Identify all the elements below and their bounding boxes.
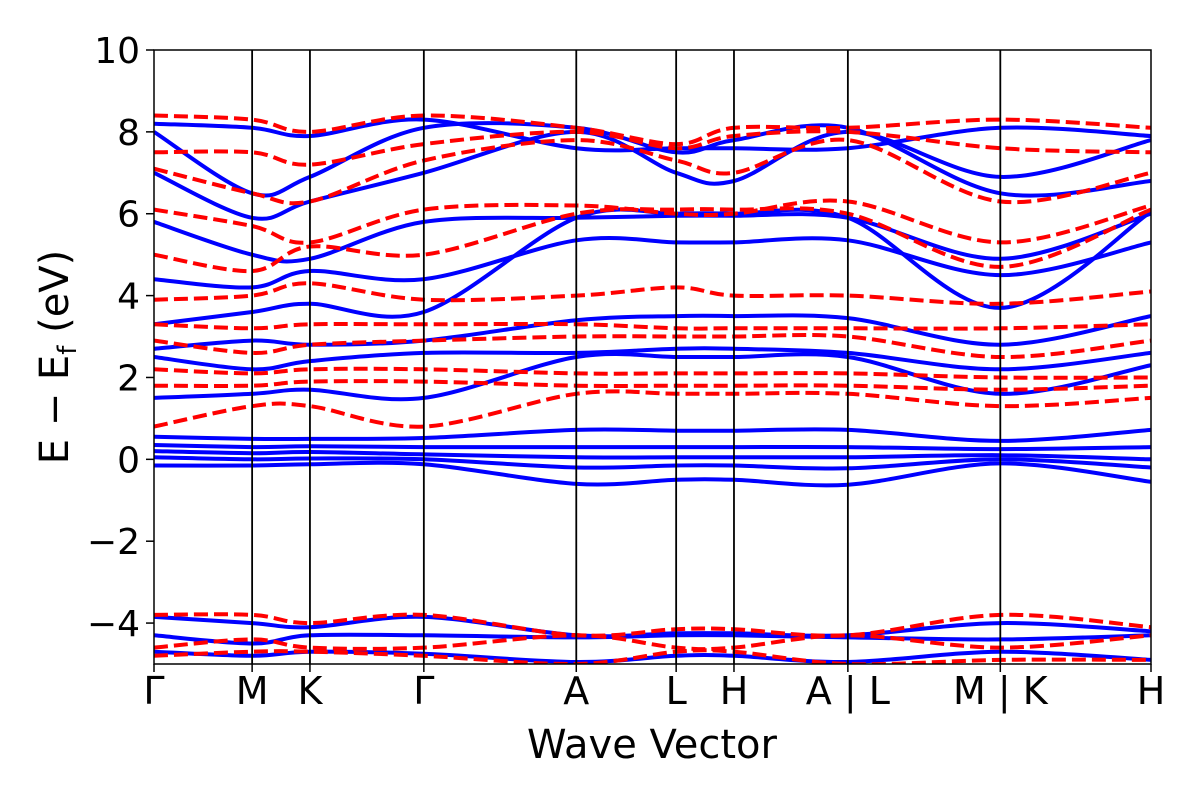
y-tick-label-4: 4 [117, 277, 140, 318]
high-symmetry-lines [251, 50, 1002, 664]
dashed-band-22 [154, 281, 1151, 306]
solid-band-1 [154, 455, 1151, 471]
dashed-band-24 [154, 198, 1151, 245]
x-axis-title: Wave Vector [527, 722, 778, 768]
dashed-band-21 [154, 321, 1151, 331]
y-axis-ticks: −4 −2 0 2 4 6 8 10 [87, 31, 154, 645]
y-tick-label-1: −2 [87, 522, 140, 563]
y-axis-title-main: E − E [32, 355, 78, 465]
x-tick-label-1: M [236, 669, 269, 713]
solid-band-3 [154, 443, 1151, 452]
solid-band-9 [154, 235, 1151, 290]
y-axis-title: E − Ef (eV) [32, 250, 83, 465]
x-tick-label-7: A | L [806, 669, 890, 714]
dashed-band-23 [154, 206, 1151, 274]
dashed-band-19 [154, 366, 1151, 380]
y-axis-title-unit: (eV) [32, 250, 78, 346]
solid-band-4 [154, 427, 1151, 443]
solid-band-2 [154, 449, 1151, 462]
x-tick-label-3: Γ [413, 669, 434, 713]
series-layer [154, 113, 1151, 664]
y-tick-label-3: 2 [117, 358, 140, 399]
dashed-band-27 [154, 113, 1151, 147]
solid-band-11 [154, 129, 1151, 221]
dashed-band-28 [154, 612, 1151, 638]
dashed-band-29 [154, 633, 1151, 652]
dashed-band-17 [154, 389, 1151, 429]
y-tick-label-7: 10 [94, 31, 140, 72]
y-tick-label-2: 0 [117, 440, 140, 481]
dashed-band-25 [154, 137, 1151, 206]
y-tick-label-5: 6 [117, 195, 140, 236]
dashed-band-20 [154, 332, 1151, 360]
dashed-band-26 [154, 129, 1151, 167]
solid-band-6 [154, 346, 1151, 372]
x-tick-label-5: L [666, 669, 687, 713]
x-tick-label-4: A [563, 669, 589, 713]
x-tick-label-0: Γ [143, 669, 164, 713]
dashed-band-30 [154, 648, 1151, 664]
solid-band-15 [154, 632, 1151, 646]
x-tick-label-9: H [1137, 669, 1166, 713]
dashed-band-18 [154, 379, 1151, 392]
solid-band-0 [154, 460, 1151, 488]
x-tick-label-2: K [297, 669, 323, 713]
x-tick-label-6: H [720, 669, 749, 713]
solid-band-13 [154, 117, 1151, 153]
solid-band-10 [154, 211, 1151, 264]
y-tick-label-6: 8 [117, 113, 140, 154]
y-tick-label-0: −4 [87, 604, 140, 645]
y-axis-title-sub: f [53, 345, 83, 355]
x-tick-label-8: M | K [953, 669, 1049, 714]
solid-band-7 [154, 313, 1151, 351]
plot-frame [153, 49, 1152, 665]
